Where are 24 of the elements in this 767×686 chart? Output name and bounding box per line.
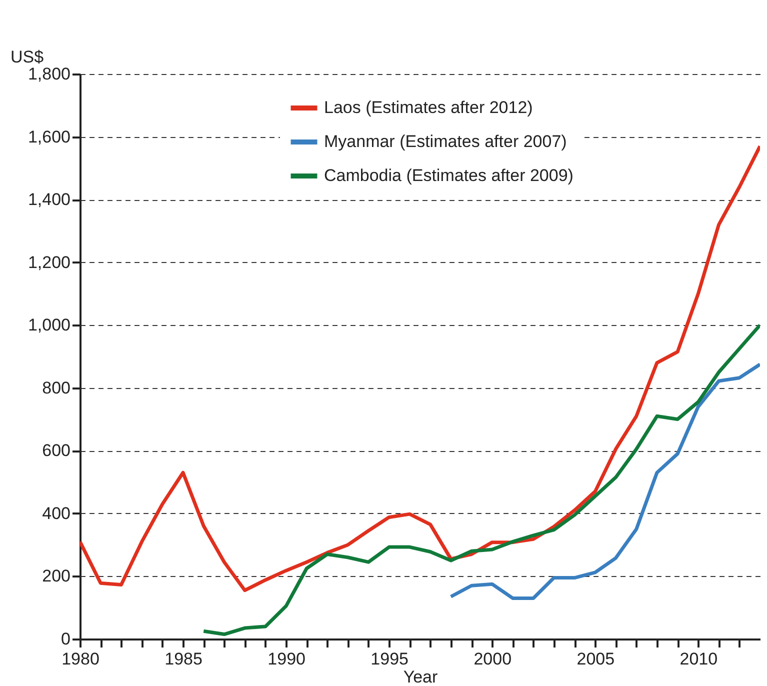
y-tick-label: 1,800: [28, 64, 70, 84]
legend-label: Myanmar (Estimates after 2007): [324, 132, 567, 151]
y-tick-label: 600: [42, 441, 70, 460]
y-tick-label: 1,600: [28, 127, 70, 146]
legend-label: Cambodia (Estimates after 2009): [324, 166, 574, 185]
y-tick-label: 1,400: [28, 190, 70, 210]
y-tick-label: 0: [61, 630, 70, 648]
y-tick-label: 200: [42, 566, 70, 586]
y-tick-label: 1,000: [28, 316, 70, 335]
x-tick-label: 1990: [268, 650, 306, 668]
line-series: [202, 323, 760, 636]
x-tick-label: 2005: [576, 650, 615, 668]
x-tick-label: 1995: [370, 650, 409, 668]
x-tick-label: 1985: [164, 650, 202, 668]
x-tick-label: 1980: [62, 650, 100, 668]
y-axis-title: US$: [10, 48, 44, 66]
x-tick-label: 2010: [680, 650, 718, 668]
legend-label: Laos (Estimates after 2012): [324, 98, 533, 117]
y-tick-label: 400: [42, 504, 70, 523]
y-tick-label: 800: [42, 378, 70, 398]
x-tick-label: 2000: [474, 650, 512, 668]
line-series: [449, 362, 760, 600]
x-axis-title: Year: [403, 668, 438, 686]
y-tick-label: 1,200: [28, 252, 70, 272]
